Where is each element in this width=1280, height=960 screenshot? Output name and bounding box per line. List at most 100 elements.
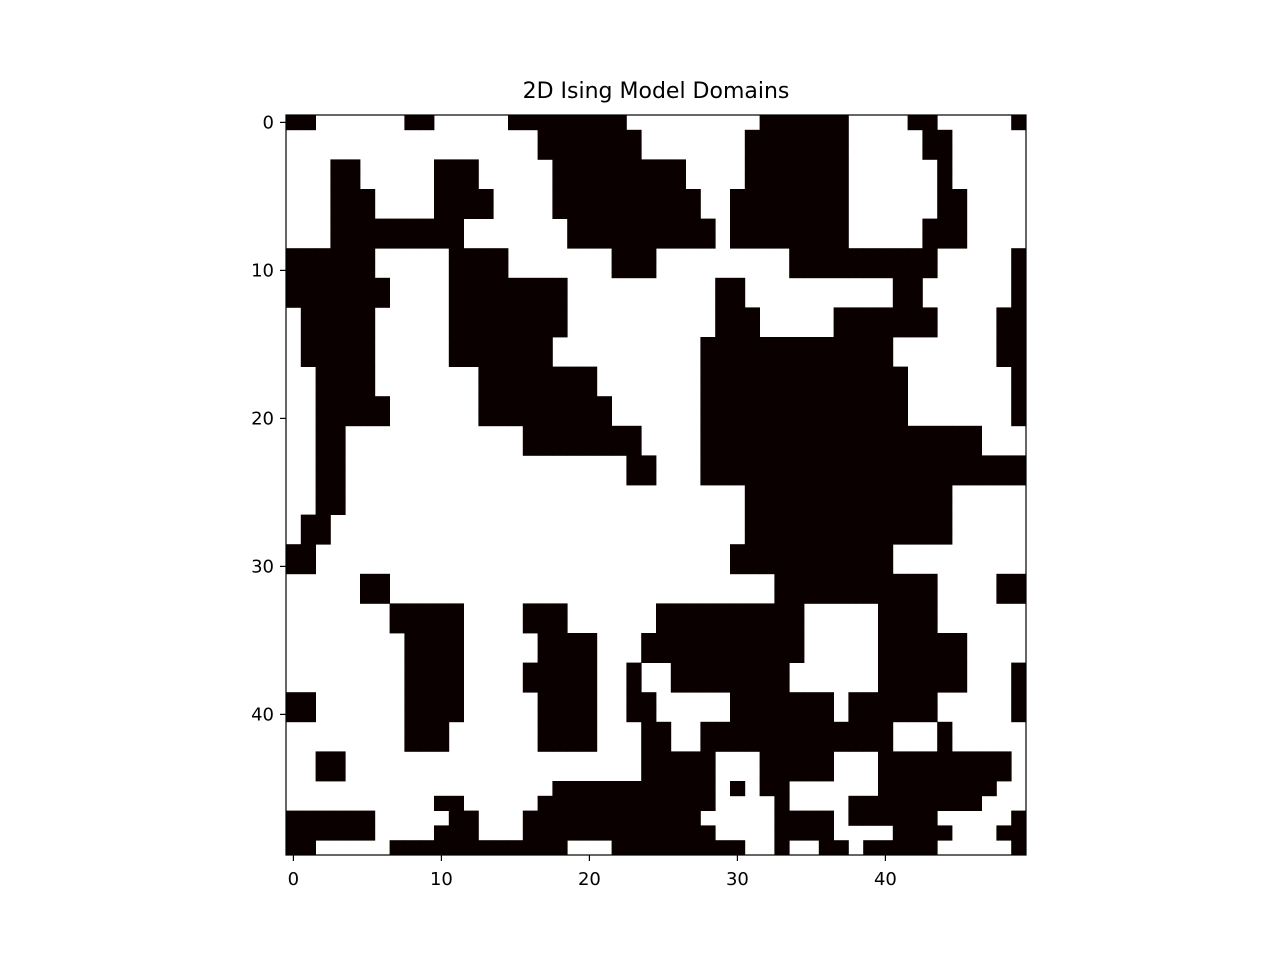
- spin-up-cell: [833, 559, 849, 575]
- spin-up-cell: [907, 751, 923, 767]
- spin-up-cell: [300, 529, 316, 545]
- spin-up-cell: [552, 322, 568, 338]
- spin-up-cell: [286, 248, 302, 264]
- spin-up-cell: [522, 603, 538, 619]
- spin-up-cell: [537, 825, 553, 841]
- spin-up-cell: [937, 218, 953, 234]
- spin-up-cell: [641, 781, 657, 797]
- spin-up-cell: [848, 307, 864, 323]
- spin-up-cell: [315, 499, 331, 515]
- spin-up-cell: [582, 233, 598, 249]
- spin-up-cell: [818, 514, 834, 530]
- spin-up-cell: [833, 337, 849, 353]
- spin-up-cell: [892, 263, 908, 279]
- spin-up-cell: [522, 618, 538, 634]
- spin-up-cell: [730, 233, 746, 249]
- spin-up-cell: [789, 603, 805, 619]
- spin-up-cell: [863, 455, 879, 471]
- spin-up-cell: [685, 751, 701, 767]
- spin-up-cell: [463, 292, 479, 308]
- spin-up-cell: [878, 425, 894, 441]
- spin-up-cell: [626, 203, 642, 219]
- spin-up-cell: [715, 455, 731, 471]
- spin-up-cell: [715, 736, 731, 752]
- spin-up-cell: [922, 618, 938, 634]
- spin-up-cell: [345, 366, 361, 382]
- spin-up-cell: [300, 322, 316, 338]
- spin-up-cell: [493, 277, 509, 293]
- spin-up-cell: [537, 692, 553, 708]
- spin-up-cell: [626, 263, 642, 279]
- spin-up-cell: [744, 440, 760, 456]
- spin-up-cell: [789, 381, 805, 397]
- y-tick-label: 20: [251, 408, 274, 429]
- spin-up-cell: [685, 218, 701, 234]
- spin-up-cell: [833, 233, 849, 249]
- spin-up-cell: [774, 499, 790, 515]
- spin-up-cell: [463, 337, 479, 353]
- spin-up-cell: [434, 618, 450, 634]
- spin-up-cell: [641, 159, 657, 175]
- spin-up-cell: [611, 810, 627, 826]
- spin-up-cell: [789, 411, 805, 427]
- spin-up-cell: [360, 573, 376, 589]
- spin-up-cell: [907, 499, 923, 515]
- spin-up-cell: [300, 292, 316, 308]
- spin-up-cell: [759, 455, 775, 471]
- spin-up-cell: [596, 115, 612, 131]
- spin-up-cell: [522, 307, 538, 323]
- spin-up-cell: [315, 337, 331, 353]
- spin-up-cell: [759, 233, 775, 249]
- spin-up-cell: [345, 189, 361, 205]
- spin-up-cell: [330, 159, 346, 175]
- spin-up-cell: [463, 307, 479, 323]
- spin-up-cell: [626, 248, 642, 264]
- spin-up-cell: [434, 603, 450, 619]
- spin-up-cell: [863, 588, 879, 604]
- spin-up-cell: [582, 381, 598, 397]
- spin-up-cell: [759, 396, 775, 412]
- spin-up-cell: [922, 248, 938, 264]
- spin-up-cell: [744, 692, 760, 708]
- spin-up-cell: [922, 425, 938, 441]
- spin-up-cell: [567, 662, 583, 678]
- spin-up-cell: [833, 203, 849, 219]
- spin-up-cell: [448, 292, 464, 308]
- spin-up-cell: [330, 810, 346, 826]
- spin-up-cell: [789, 736, 805, 752]
- spin-up-cell: [774, 455, 790, 471]
- spin-up-cell: [508, 840, 524, 856]
- spin-up-cell: [759, 144, 775, 160]
- spin-up-cell: [641, 736, 657, 752]
- spin-up-cell: [286, 559, 302, 575]
- spin-up-cell: [448, 263, 464, 279]
- spin-up-cell: [804, 233, 820, 249]
- spin-up-cell: [818, 159, 834, 175]
- spin-up-cell: [744, 721, 760, 737]
- spin-up-cell: [596, 440, 612, 456]
- spin-up-cell: [685, 603, 701, 619]
- spin-up-cell: [878, 455, 894, 471]
- spin-up-cell: [937, 662, 953, 678]
- spin-up-cell: [700, 766, 716, 782]
- spin-up-cell: [448, 795, 464, 811]
- spin-up-cell: [759, 766, 775, 782]
- spin-up-cell: [863, 381, 879, 397]
- spin-up-cell: [582, 736, 598, 752]
- spin-up-cell: [804, 485, 820, 501]
- spin-up-cell: [522, 292, 538, 308]
- spin-up-cell: [582, 825, 598, 841]
- spin-up-cell: [493, 292, 509, 308]
- spin-up-cell: [878, 411, 894, 427]
- spin-up-cell: [1011, 470, 1027, 486]
- spin-up-cell: [641, 751, 657, 767]
- spin-up-cell: [345, 263, 361, 279]
- spin-up-cell: [670, 662, 686, 678]
- spin-up-cell: [582, 203, 598, 219]
- spin-up-cell: [996, 455, 1012, 471]
- spin-up-cell: [345, 218, 361, 234]
- spin-up-cell: [315, 485, 331, 501]
- spin-up-cell: [863, 263, 879, 279]
- spin-up-cell: [774, 366, 790, 382]
